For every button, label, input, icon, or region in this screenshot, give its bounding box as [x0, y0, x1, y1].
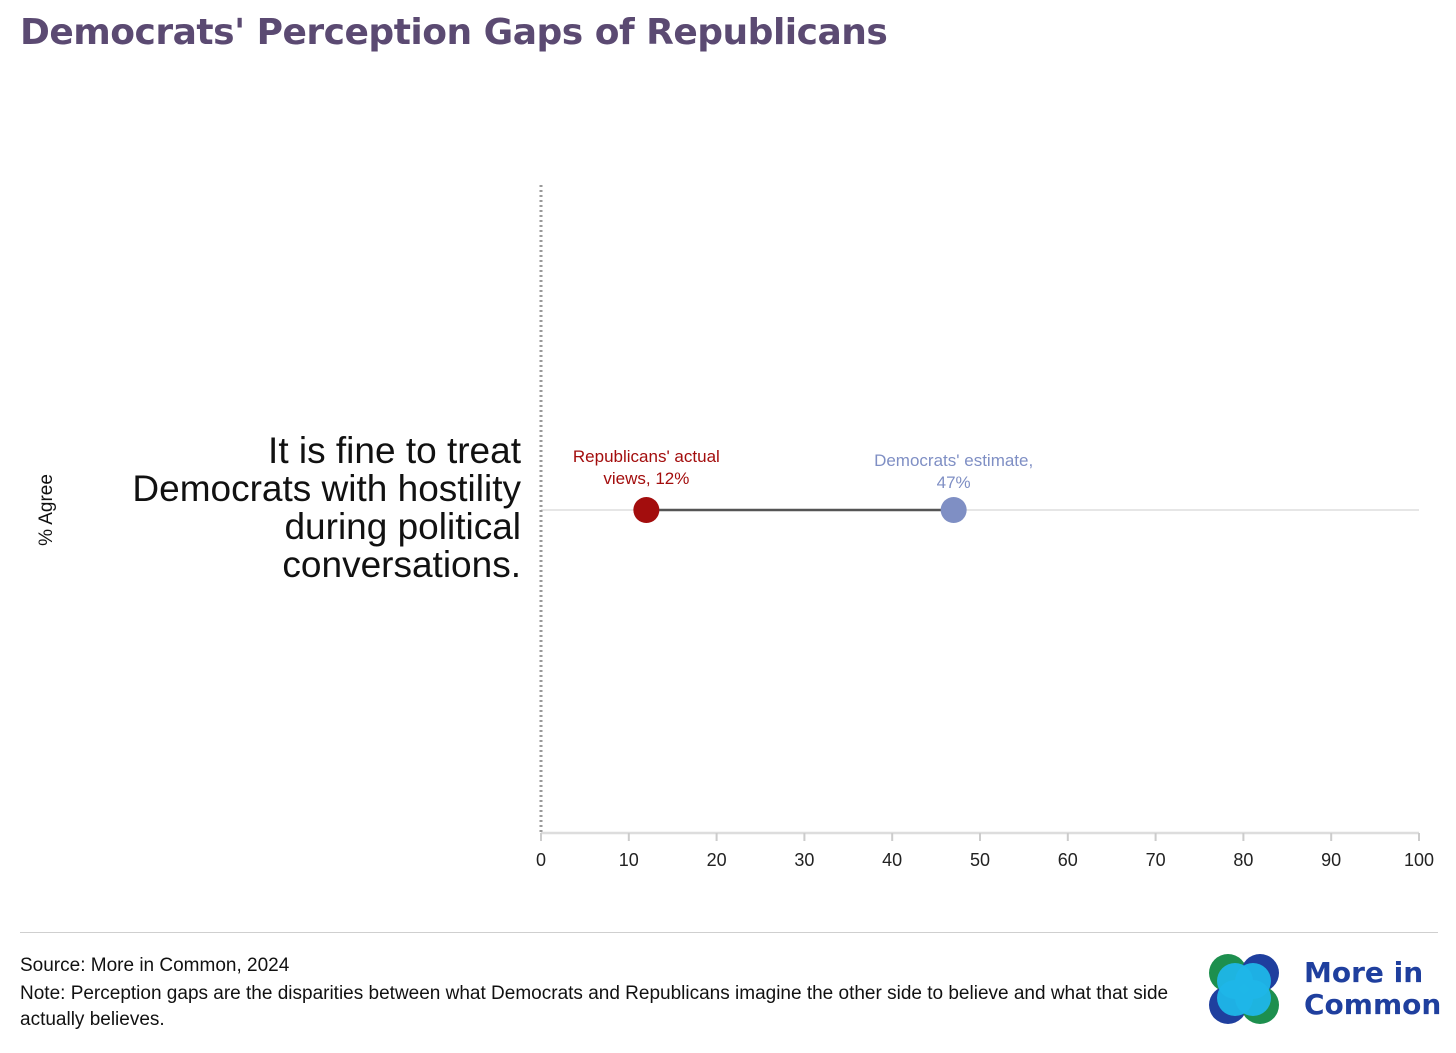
- category-label-line: Democrats with hostility: [132, 468, 521, 509]
- category-label-line: It is fine to treat: [268, 430, 522, 471]
- republicans-actual-point: [633, 497, 660, 523]
- more-in-common-logo: More in Common: [1208, 953, 1448, 1028]
- republicans-actual-data-label: Republicans' actual: [573, 447, 720, 466]
- x-tick-label: 60: [1058, 850, 1078, 870]
- source-text: Source: More in Common, 2024: [20, 955, 290, 976]
- footer-divider: [20, 932, 1438, 933]
- logo-text: More in Common: [1304, 957, 1441, 1021]
- democrats-estimate-point: [940, 497, 967, 523]
- chart-title: Democrats' Perception Gaps of Republican…: [20, 12, 888, 53]
- x-tick-label: 80: [1233, 850, 1253, 870]
- note-text: Note: Perception gaps are the disparitie…: [20, 983, 1169, 1030]
- x-tick-label: 100: [1404, 850, 1434, 870]
- x-tick-label: 90: [1321, 850, 1341, 870]
- y-axis-label: % Agree: [36, 474, 57, 546]
- x-tick-label: 50: [970, 850, 990, 870]
- logo-text-line-2: Common: [1304, 988, 1442, 1021]
- x-tick-label: 20: [707, 850, 727, 870]
- logo-text-line-1: More in: [1304, 956, 1424, 989]
- x-tick-label: 30: [794, 850, 814, 870]
- democrats-estimate-data-label: Democrats' estimate,: [874, 451, 1033, 470]
- logo-mark-icon: [1209, 954, 1279, 1024]
- democrats-estimate-data-label: 47%: [937, 473, 971, 492]
- republicans-actual-data-label: views, 12%: [603, 469, 689, 488]
- dumbbell-chart: 0 10 20 30 40 50 60 70 80 90 100 % Agree It is fine …: [36, 185, 1434, 870]
- category-label-line: conversations.: [282, 544, 521, 585]
- x-tick-label: 10: [619, 850, 639, 870]
- x-tick-label: 40: [882, 850, 902, 870]
- x-tick-label: 0: [536, 850, 546, 870]
- category-label-line: during political: [284, 506, 521, 547]
- x-tick-label: 70: [1146, 850, 1166, 870]
